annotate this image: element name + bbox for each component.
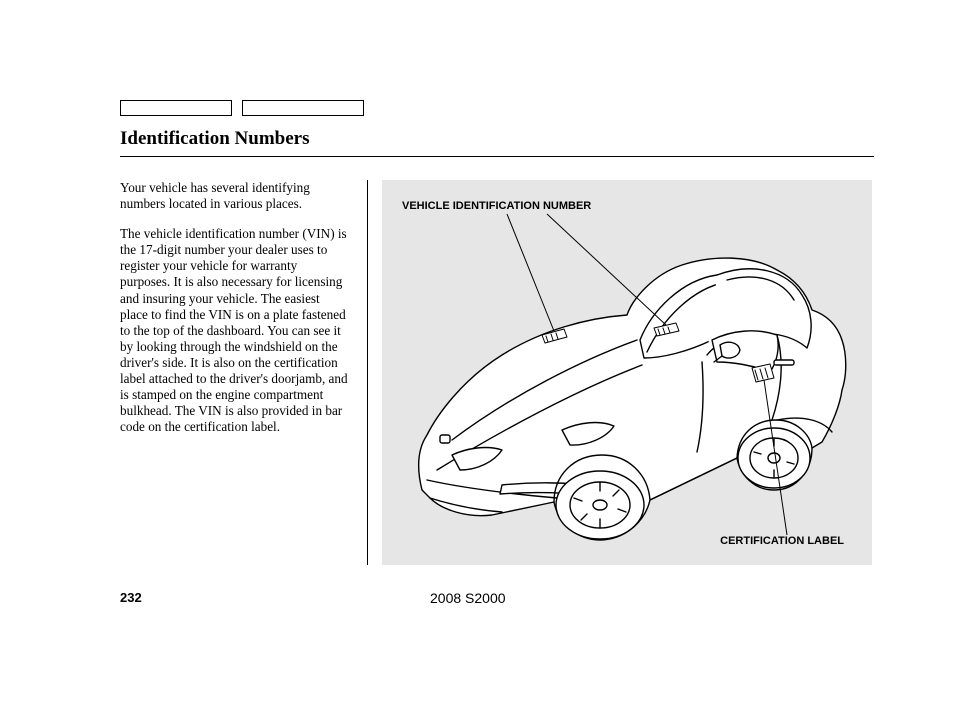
car-line-art	[382, 180, 872, 565]
figure-column: VEHICLE IDENTIFICATION NUMBER CERTIFICAT…	[368, 180, 874, 565]
page-number: 232	[120, 590, 142, 605]
manual-page: Identification Numbers Your vehicle has …	[0, 0, 954, 710]
header-box-2	[242, 100, 364, 116]
header-box-1	[120, 100, 232, 116]
content-row: Your vehicle has several identifying num…	[120, 180, 874, 565]
vehicle-diagram: VEHICLE IDENTIFICATION NUMBER CERTIFICAT…	[382, 180, 872, 565]
section-title: Identification Numbers	[120, 128, 874, 157]
text-column: Your vehicle has several identifying num…	[120, 180, 368, 565]
intro-paragraph: Your vehicle has several identifying num…	[120, 180, 349, 212]
body-paragraph: The vehicle identification number (VIN) …	[120, 226, 349, 435]
footer-model-year: 2008 S2000	[430, 590, 506, 606]
header-placeholder-boxes	[120, 100, 364, 116]
